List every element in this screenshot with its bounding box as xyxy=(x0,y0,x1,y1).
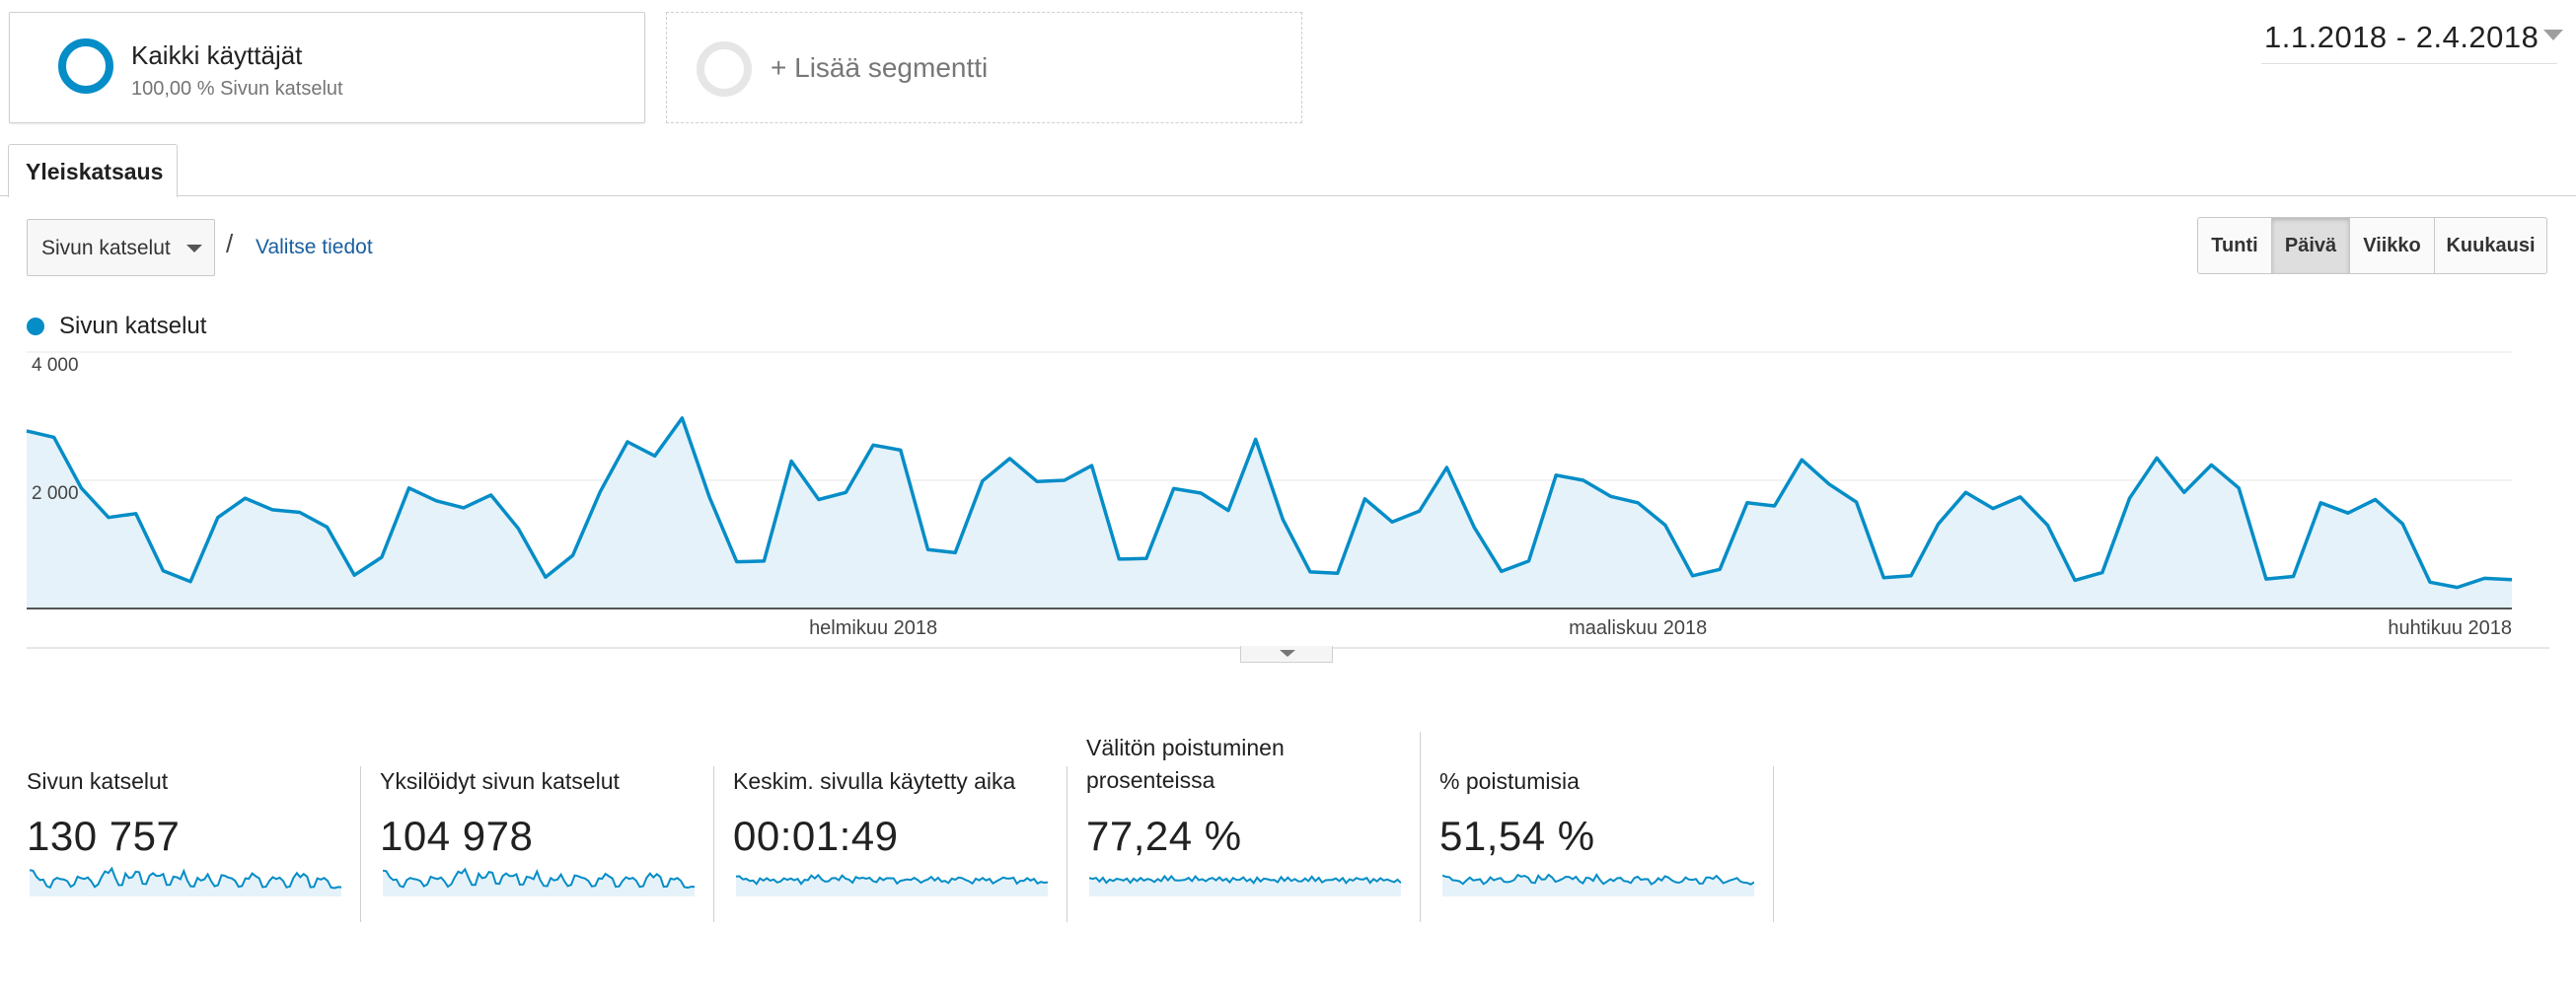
sparkline-area xyxy=(30,868,341,896)
period-day-button[interactable]: Päivä xyxy=(2271,217,2350,274)
period-week-button[interactable]: Viikko xyxy=(2349,217,2435,274)
scorecard-pageviews[interactable]: Sivun katselut 130 757 xyxy=(0,732,361,922)
scorecard-sparkline xyxy=(30,866,341,896)
x-tick-label: maaliskuu 2018 xyxy=(1569,617,1707,639)
sparkline-area xyxy=(1089,876,1401,896)
x-tick-label: huhtikuu 2018 xyxy=(2388,617,2512,639)
x-tick-label: helmikuu 2018 xyxy=(809,617,937,639)
tab-overview[interactable]: Yleiskatsaus xyxy=(8,144,178,197)
chevron-down-icon xyxy=(186,245,202,252)
scorecard-sparkline xyxy=(736,873,1048,896)
y-tick-label: 4 000 xyxy=(32,355,79,376)
sparkline-line xyxy=(1089,874,1401,885)
scorecard-name: Keskim. sivulla käytetty aika xyxy=(733,768,1016,794)
chevron-down-icon xyxy=(2543,30,2563,40)
legend-color-dot xyxy=(27,318,44,335)
period-hour-button[interactable]: Tunti xyxy=(2197,217,2272,274)
scorecard-divider xyxy=(713,766,714,922)
tab-bar-divider xyxy=(0,195,2576,196)
scorecard-sparkline xyxy=(383,867,695,896)
series-line-sivun-katselut xyxy=(26,416,2513,590)
scorecard-name: Välitön poistuminen prosenteissa xyxy=(1086,735,1285,793)
sparkline-line xyxy=(736,873,1048,886)
scorecard-bounce-rate[interactable]: Välitön poistuminen prosenteissa 77,24 % xyxy=(1060,732,1421,922)
sparkline-area xyxy=(383,869,695,896)
sparkline-line xyxy=(383,867,695,890)
add-segment-button[interactable]: + Lisää segmentti xyxy=(666,12,1302,123)
metric-select-label: Sivun katselut xyxy=(41,237,171,259)
segment-subtitle: 100,00 % Sivun katselut xyxy=(131,78,343,100)
scorecard-sparkline xyxy=(1089,874,1401,896)
sparkline-line xyxy=(1442,873,1754,886)
sparkline-area xyxy=(736,875,1048,896)
scorecard-value: 130 757 xyxy=(27,813,181,859)
pageviews-line-chart: 2 000 4 000 helmikuu 2018 maaliskuu 2018 huh… xyxy=(26,351,2549,649)
scorecard-value: 51,54 % xyxy=(1439,813,1595,859)
chart-expand-handle[interactable] xyxy=(1240,646,1333,663)
scorecard-exit-rate[interactable]: % poistumisia 51,54 % xyxy=(1413,732,1774,922)
chevron-down-icon xyxy=(1280,650,1295,657)
sparkline-line xyxy=(30,866,341,890)
add-segment-label: + Lisää segmentti xyxy=(771,52,989,83)
segment-title: Kaikki käyttäjät xyxy=(131,40,303,70)
tab-overview-label: Yleiskatsaus xyxy=(26,159,164,184)
scorecard-value: 104 978 xyxy=(380,813,534,859)
segment-all-users[interactable]: Kaikki käyttäjät 100,00 % Sivun katselut xyxy=(9,12,645,123)
scorecard-divider xyxy=(360,766,361,922)
date-range-label: 1.1.2018 - 2.4.2018 xyxy=(2264,20,2539,54)
period-toggle-group: Tunti Päivä Viikko Kuukausi xyxy=(2197,217,2547,274)
period-month-button[interactable]: Kuukausi xyxy=(2434,217,2547,274)
y-tick-label: 2 000 xyxy=(32,483,79,504)
empty-segment-donut-icon xyxy=(697,41,752,97)
scorecard-avg-time-on-page[interactable]: Keskim. sivulla käytetty aika 00:01:49 xyxy=(706,732,1067,922)
metric-separator: / xyxy=(226,229,234,258)
legend-series-label[interactable]: Sivun katselut xyxy=(59,313,207,339)
scorecard-name: Sivun katselut xyxy=(27,768,169,794)
segment-donut-icon xyxy=(58,38,113,94)
choose-metric-link[interactable]: Valitse tiedot xyxy=(256,236,373,258)
scorecard-divider xyxy=(1773,766,1774,922)
scorecard-name: % poistumisia xyxy=(1439,768,1580,794)
date-range-picker[interactable]: 1.1.2018 - 2.4.2018 xyxy=(2261,18,2563,64)
scorecard-name: Yksilöidyt sivun katselut xyxy=(380,768,620,794)
metric-select[interactable]: Sivun katselut xyxy=(27,219,215,276)
scorecard-value: 77,24 % xyxy=(1086,813,1242,859)
sparkline-area xyxy=(1442,875,1754,896)
scorecard-unique-pageviews[interactable]: Yksilöidyt sivun katselut 104 978 xyxy=(353,732,714,922)
scorecard-sparkline xyxy=(1442,873,1754,896)
series-area-fill xyxy=(27,417,2512,608)
scorecard-value: 00:01:49 xyxy=(733,813,899,859)
scorecard-divider xyxy=(1420,732,1421,922)
